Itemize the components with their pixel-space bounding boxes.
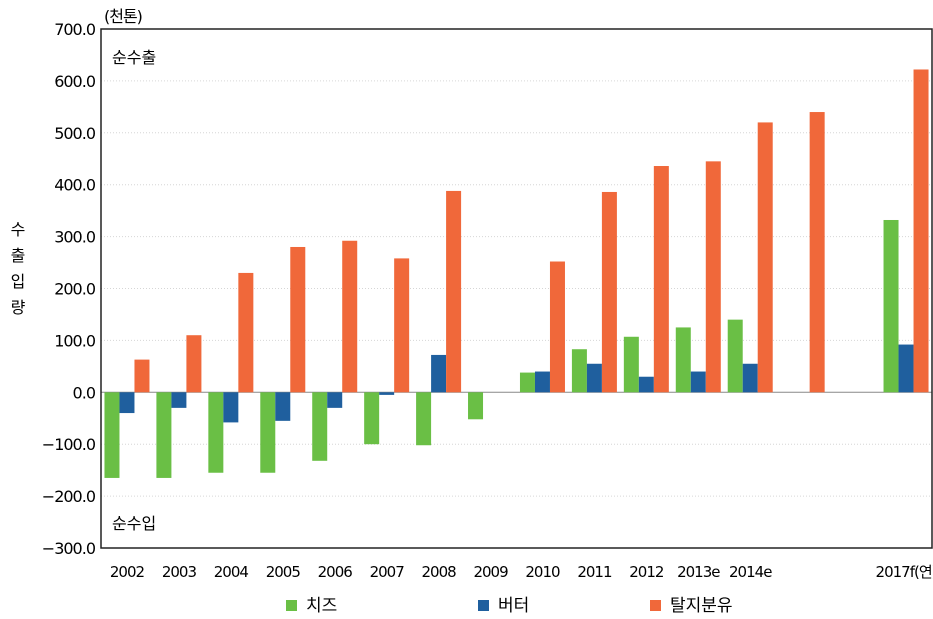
y-tick-label: 100.0 — [54, 331, 96, 350]
bar-치즈-2012 — [623, 336, 639, 393]
bar-탈지분유-2004 — [238, 272, 254, 393]
bar-탈지분유-2003 — [186, 335, 202, 393]
bar-탈지분유-2017f(연) — [913, 69, 929, 393]
bar-치즈-2002 — [104, 392, 120, 478]
net-export-annotation: 순수출 — [112, 48, 156, 67]
bar-탈지분유-2011 — [601, 191, 617, 393]
bar-치즈-2006 — [312, 392, 328, 461]
y-tick-label: 0.0 — [73, 383, 96, 402]
bar-치즈-2013e — [675, 327, 691, 393]
x-tick-label: 2007 — [370, 563, 405, 581]
y-axis-label-char: 량 — [11, 298, 26, 317]
bars — [104, 69, 929, 478]
x-tick-label: 2010 — [525, 563, 560, 581]
bar-버터-2008 — [431, 354, 447, 393]
bar-버터-2014e — [742, 363, 758, 393]
x-tick-label: 2004 — [214, 563, 249, 581]
bar-치즈-2008 — [416, 392, 432, 446]
x-tick-label: 2017f(연) — [876, 563, 933, 581]
bar-버터-2002 — [119, 392, 135, 414]
legend-swatch — [286, 600, 297, 611]
bar-탈지분유-2013e — [705, 161, 721, 393]
y-tick-label: 200.0 — [54, 280, 96, 299]
y-tick-label: 500.0 — [54, 124, 96, 143]
y-axis-label-char: 출 — [11, 246, 26, 265]
bar-탈지분유-2010 — [549, 261, 565, 393]
y-axis-ticks: 700.0 600.0 500.0 400.0 300.0 200.0 100.0 0.0 −1… — [42, 20, 97, 558]
bar-치즈-2010 — [519, 372, 535, 393]
x-tick-label: 2003 — [162, 563, 197, 581]
bar-버터-2013e — [690, 371, 706, 393]
bar-탈지분유-2007 — [394, 258, 410, 393]
bar-버터-2007 — [379, 392, 395, 395]
legend-swatch — [478, 600, 489, 611]
bar-치즈-2011 — [571, 349, 587, 393]
bar-버터-2005 — [275, 392, 291, 421]
legend-swatch — [650, 600, 661, 611]
y-tick-label: −100.0 — [42, 435, 96, 454]
bar-버터-2010 — [534, 371, 550, 393]
y-tick-label: −300.0 — [42, 539, 96, 558]
y-tick-label: −200.0 — [42, 487, 96, 506]
y-axis-label-char: 수 — [11, 220, 26, 239]
bar-치즈-2017f(연) — [883, 219, 899, 393]
bar-버터-2004 — [223, 392, 239, 423]
y-tick-label: 300.0 — [54, 228, 96, 247]
legend-label: 치즈 — [306, 596, 337, 616]
bar-버터-2006 — [327, 392, 343, 408]
x-tick-label: 2008 — [422, 563, 457, 581]
bar-치즈-2009 — [468, 392, 484, 420]
x-tick-label: 2014e — [729, 563, 772, 581]
y-tick-label: 700.0 — [54, 20, 96, 39]
legend: 치즈 버터 탈지분유 — [286, 596, 733, 616]
bar-치즈-2007 — [364, 392, 380, 445]
y-axis-label-char: 입 — [11, 272, 26, 291]
bar-탈지분유-2002 — [134, 359, 150, 393]
bar-치즈-2004 — [208, 392, 224, 473]
x-tick-label: 2002 — [110, 563, 145, 581]
x-tick-label: 2005 — [266, 563, 301, 581]
x-tick-label: 2009 — [473, 563, 508, 581]
y-tick-label: 600.0 — [54, 72, 96, 91]
bar-치즈-2014e — [727, 319, 743, 393]
bar-치즈-2003 — [156, 392, 172, 478]
bar-탈지분유-2005 — [290, 246, 306, 393]
x-axis-ticks: 2002 2003 2004 2005 2006 2007 2008 2009 2010 2011… — [110, 563, 933, 581]
bar-치즈-2005 — [260, 392, 276, 473]
x-tick-label: 2012 — [629, 563, 664, 581]
bar-탈지분유-2014e — [757, 122, 773, 393]
bar-탈지분유-2006 — [342, 240, 358, 393]
grid-lines — [101, 80, 932, 497]
net-import-annotation: 순수입 — [112, 514, 156, 533]
bar-버터-2011 — [586, 363, 602, 393]
x-tick-label: 2011 — [577, 563, 612, 581]
legend-label: 버터 — [498, 596, 529, 616]
x-tick-label: 2006 — [318, 563, 353, 581]
legend-label: 탈지분유 — [670, 596, 733, 616]
y-tick-label: 400.0 — [54, 176, 96, 195]
x-tick-label: 2013e — [677, 563, 720, 581]
bar-버터-2017f(연) — [898, 344, 914, 393]
bar-버터-2012 — [638, 376, 654, 393]
bar-탈지분유-2008 — [446, 190, 462, 393]
unit-label: (천톤) — [104, 7, 142, 26]
bar-버터-2003 — [171, 392, 187, 408]
bar-탈지분유-13 — [809, 112, 825, 393]
plot-frame — [100, 28, 933, 549]
bar-탈지분유-2012 — [653, 166, 669, 393]
